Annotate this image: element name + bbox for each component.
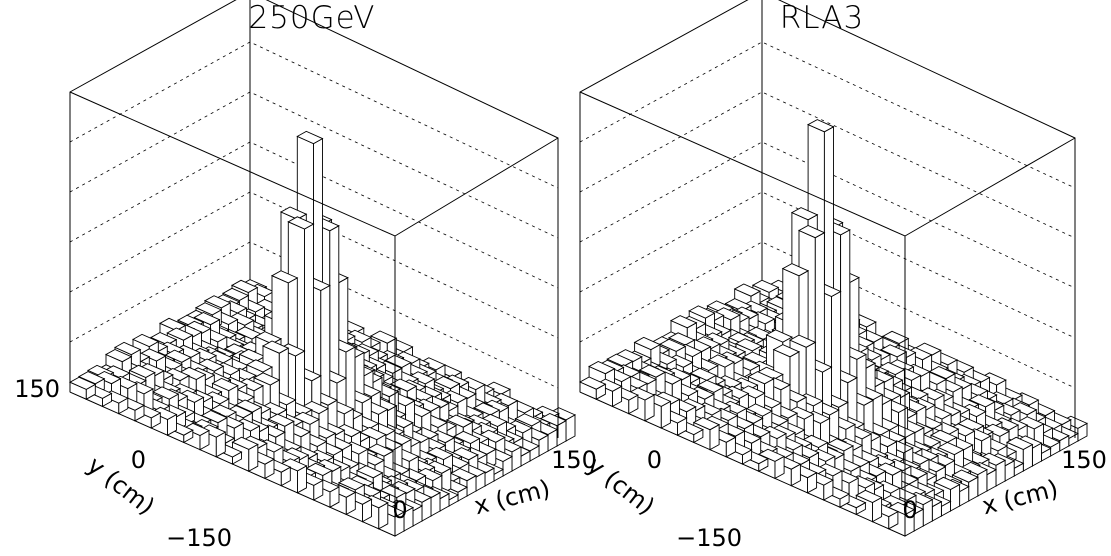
bar — [198, 424, 227, 458]
x-tick-label: 0 — [392, 496, 407, 524]
y-tick-label: 0 — [131, 446, 146, 474]
x-tick-label: 150 — [1061, 446, 1107, 474]
grid-line — [69, 91, 559, 239]
grid-line — [69, 241, 559, 389]
y-tick-label: 150 — [14, 375, 60, 403]
grid-line — [69, 41, 559, 189]
y-tick-label: 0 — [647, 446, 662, 474]
bar — [68, 376, 97, 400]
chart-title: RLA3 — [780, 0, 864, 36]
bars — [578, 119, 1089, 537]
bars — [68, 130, 577, 537]
grid-line — [69, 191, 559, 339]
bar — [578, 376, 607, 400]
y-axis-label: y (cm) — [82, 451, 160, 521]
y-tick-label: −150 — [166, 524, 232, 552]
chart-title: 250GeV — [248, 0, 375, 36]
grid-line — [69, 141, 559, 289]
x-tick-label: 0 — [902, 496, 917, 524]
x-tick-label: 150 — [551, 446, 597, 474]
y-tick-label: −150 — [676, 524, 742, 552]
